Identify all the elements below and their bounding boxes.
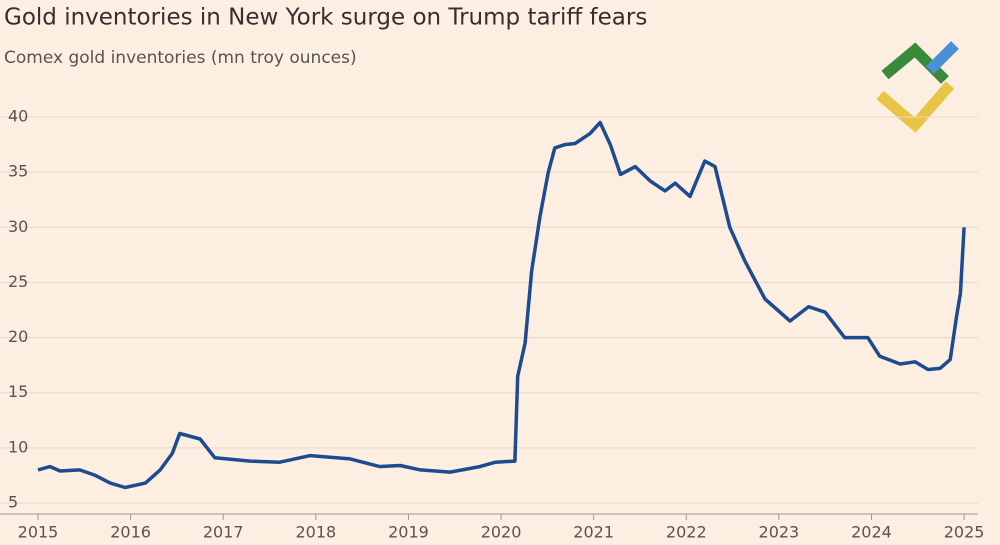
x-tick-label: 2022 [666,523,707,542]
y-tick-label: 35 [8,162,28,181]
y-tick-label: 10 [8,437,28,456]
y-tick-label: 25 [8,272,28,291]
x-tick-label: 2018 [295,523,336,542]
x-tick-label: 2020 [481,523,522,542]
data-line [37,120,966,490]
x-tick-label: 2016 [110,523,151,542]
y-tick-label: 40 [8,107,28,126]
y-tick-label: 30 [8,217,28,236]
x-tick-label: 2017 [203,523,244,542]
chart-title: Gold inventories in New York surge on Tr… [4,5,647,31]
x-tick-label: 2023 [759,523,800,542]
chart-subtitle: Comex gold inventories (mn troy ounces) [4,48,357,68]
y-tick-label: 5 [8,492,18,511]
x-tick-label: 2015 [18,523,59,542]
x-tick-label: 2019 [388,523,429,542]
x-tick-label: 2024 [851,523,892,542]
x-tick-label: 2025 [944,523,985,542]
y-tick-label: 15 [8,382,28,401]
y-tick-label: 20 [8,327,28,346]
logo [876,41,959,133]
x-tick-label: 2021 [573,523,614,542]
